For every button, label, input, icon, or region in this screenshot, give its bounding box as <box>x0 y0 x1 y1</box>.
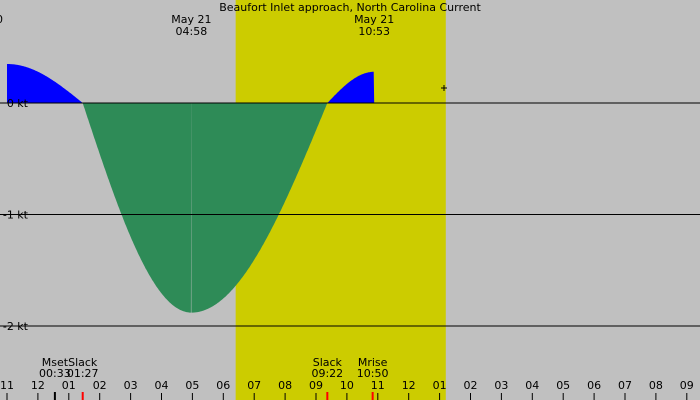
x-tick-label: 07 <box>247 379 261 392</box>
extreme-time: 10:53 <box>358 25 390 38</box>
event-label: Mset <box>42 356 69 369</box>
x-tick-label: 01 <box>62 379 76 392</box>
title-stray-digit: 0 <box>0 13 3 26</box>
y-tick-label: 0 kt <box>7 97 29 110</box>
x-tick-label: 02 <box>464 379 478 392</box>
y-tick-label: -1 kt <box>3 209 29 222</box>
x-tick-label: 12 <box>31 379 45 392</box>
event-time: 09:22 <box>311 367 343 380</box>
event-time: 10:50 <box>357 367 389 380</box>
event-marker <box>326 392 329 400</box>
ebb-current-area-1 <box>82 103 192 313</box>
ebb-current-area-2 <box>191 103 328 313</box>
event-marker <box>371 392 374 400</box>
x-tick-label: 06 <box>216 379 230 392</box>
x-tick-label: 05 <box>185 379 199 392</box>
x-tick-label: 12 <box>402 379 416 392</box>
x-tick-label: 08 <box>649 379 663 392</box>
event-time: 01:27 <box>67 367 99 380</box>
event-marker <box>81 392 84 400</box>
x-tick-label: 02 <box>93 379 107 392</box>
extreme-date: May 21 <box>171 13 211 26</box>
x-tick-label: 04 <box>525 379 539 392</box>
moon-marker <box>441 85 447 91</box>
event-label: Mrise <box>358 356 388 369</box>
x-tick-label: 11 <box>371 379 385 392</box>
x-tick-label: 06 <box>587 379 601 392</box>
extreme-date: May 21 <box>354 13 394 26</box>
y-tick-label: -2 kt <box>3 320 29 333</box>
event-label: Slack <box>68 356 98 369</box>
flood-current-area-3 <box>327 71 375 103</box>
x-tick-label: 07 <box>618 379 632 392</box>
x-tick-label: 08 <box>278 379 292 392</box>
x-tick-label: 11 <box>0 379 14 392</box>
extreme-time: 04:58 <box>176 25 208 38</box>
event-label: Slack <box>313 356 343 369</box>
x-tick-label: 04 <box>155 379 169 392</box>
x-tick-label: 10 <box>340 379 354 392</box>
chart-title: Beaufort Inlet approach, North Carolina … <box>219 1 481 14</box>
event-marker <box>53 392 56 400</box>
x-tick-label: 01 <box>433 379 447 392</box>
flood-current-area-0 <box>7 64 83 103</box>
x-tick-label: 09 <box>680 379 694 392</box>
x-tick-label: 05 <box>556 379 570 392</box>
x-tick-label: 09 <box>309 379 323 392</box>
event-time: 00:33 <box>39 367 71 380</box>
x-tick-label: 03 <box>124 379 138 392</box>
x-tick-label: 03 <box>494 379 508 392</box>
